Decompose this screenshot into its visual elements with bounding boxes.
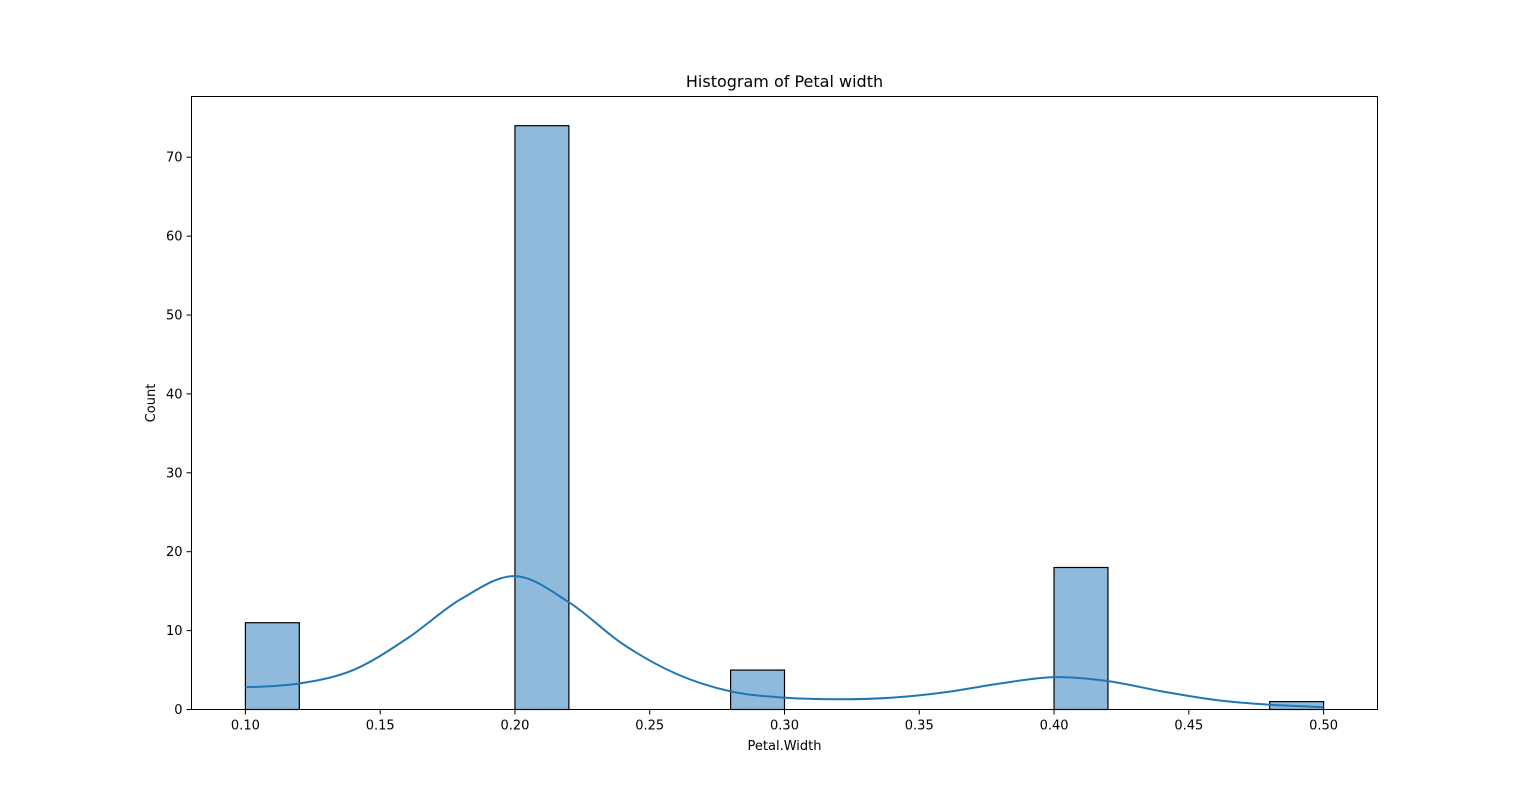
y-tick-label: 70 — [166, 151, 183, 166]
histogram-bar — [729, 669, 786, 711]
kde-curve — [245, 575, 1324, 709]
x-tick-label: 0.25 — [635, 719, 664, 734]
x-tick-label: 0.40 — [1040, 719, 1069, 734]
histogram-bar — [1053, 566, 1109, 711]
x-tick-label: 0.50 — [1309, 719, 1338, 734]
y-tick-label: 60 — [166, 230, 183, 245]
x-tick-label: 0.15 — [366, 719, 395, 734]
x-tick-label: 0.30 — [770, 719, 799, 734]
x-tick-label: 0.10 — [231, 719, 260, 734]
histogram-bar — [244, 622, 300, 711]
x-axis: 0.10 0.15 0.20 0.25 0.30 0.35 0.40 0.45 0.50 — [231, 709, 1338, 734]
x-tick-label: 0.20 — [500, 719, 529, 734]
y-tick-label: 30 — [166, 466, 183, 481]
x-axis-label: Petal.Width — [748, 739, 822, 754]
x-tick-label: 0.35 — [905, 719, 934, 734]
axes-frame — [191, 96, 1378, 710]
y-tick-label: 0 — [174, 703, 182, 718]
bars-group — [244, 125, 1325, 711]
histogram-bar — [514, 125, 570, 711]
y-axis-label: Count — [144, 384, 159, 423]
x-tick-label: 0.45 — [1174, 719, 1203, 734]
chart-title: Histogram of Petal width — [686, 72, 883, 91]
y-axis: 0 10 20 30 40 50 60 70 — [166, 151, 192, 718]
y-tick-label: 40 — [166, 387, 183, 402]
y-tick-label: 50 — [166, 309, 183, 324]
y-tick-label: 20 — [166, 545, 183, 560]
y-tick-label: 10 — [166, 624, 183, 639]
